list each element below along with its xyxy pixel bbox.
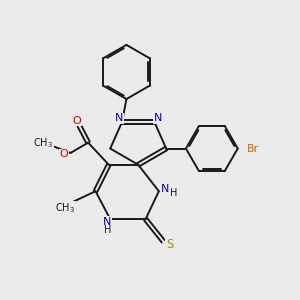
- Text: Br: Br: [247, 143, 259, 154]
- Text: S: S: [166, 238, 173, 251]
- Text: CH$_3$: CH$_3$: [55, 201, 75, 215]
- Text: N: N: [161, 184, 170, 194]
- Text: O: O: [73, 116, 81, 126]
- Text: O: O: [60, 149, 68, 159]
- Text: H: H: [103, 225, 111, 236]
- Text: N: N: [103, 217, 112, 227]
- Text: N: N: [115, 113, 123, 124]
- Text: H: H: [170, 188, 178, 198]
- Text: N: N: [154, 113, 162, 124]
- Text: CH$_3$: CH$_3$: [33, 136, 53, 149]
